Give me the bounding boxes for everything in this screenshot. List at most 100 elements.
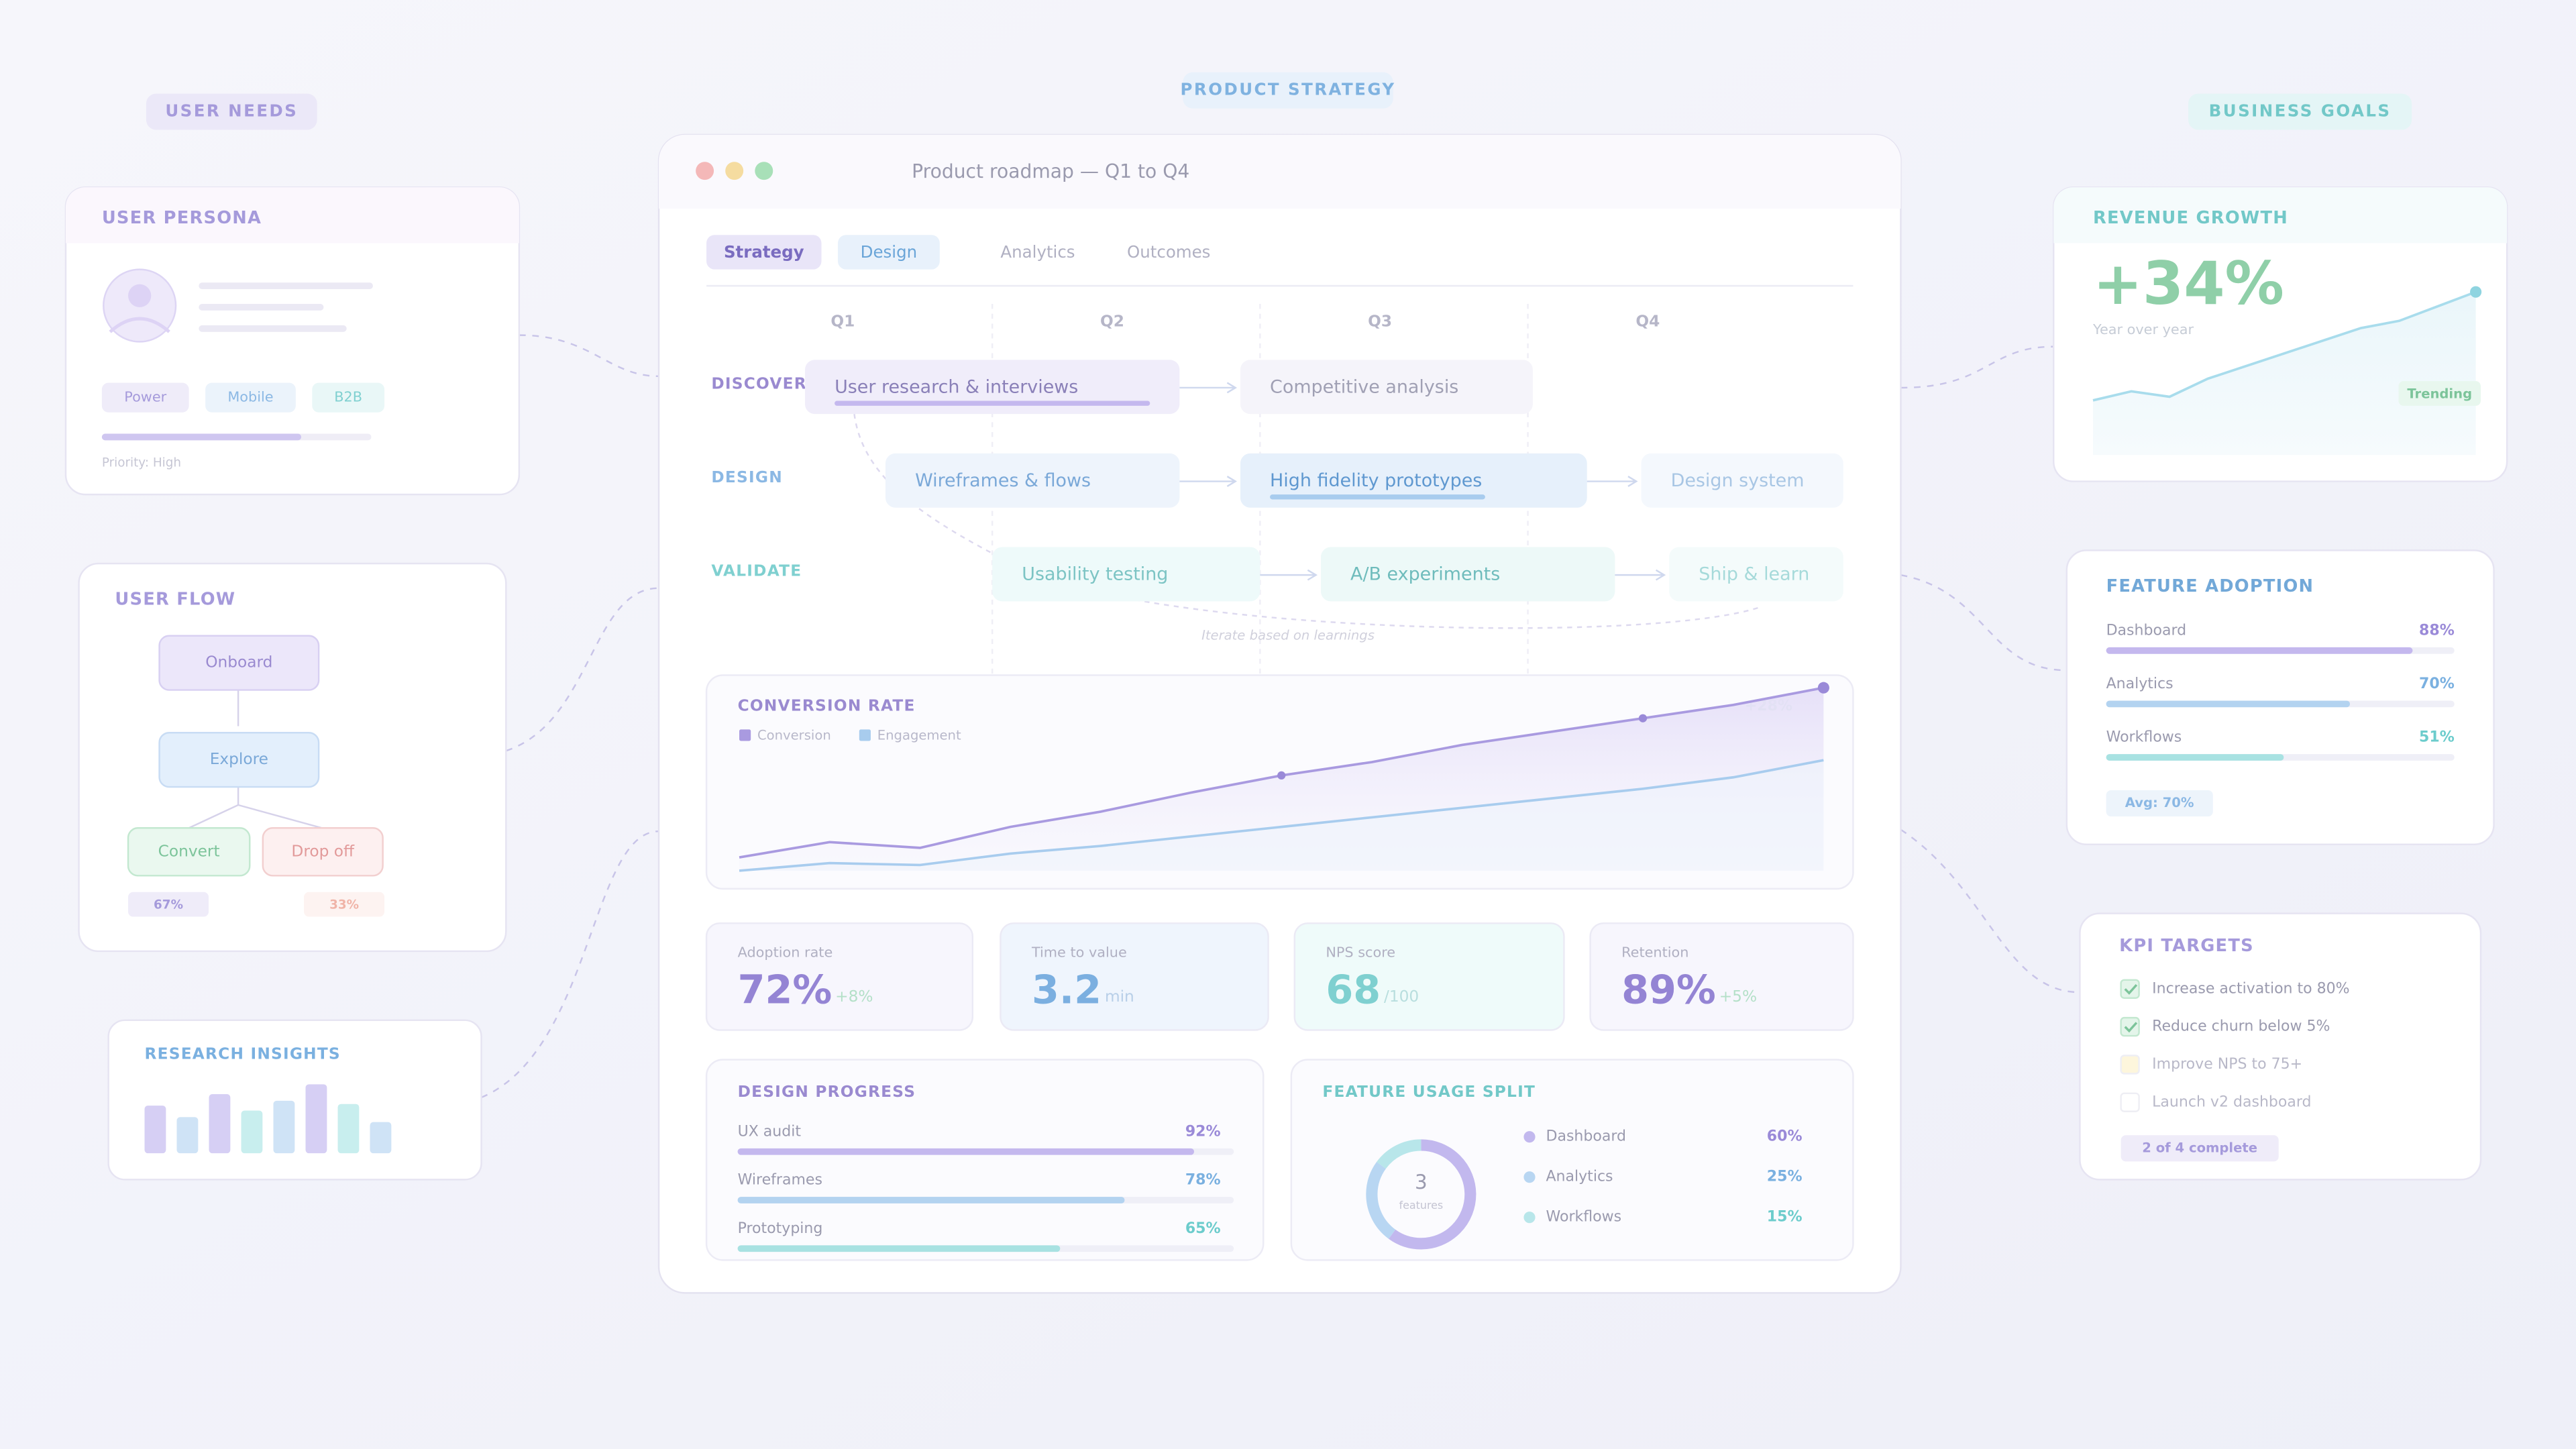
roadmap-item [1641,453,1843,508]
kpi-card [1293,922,1565,1031]
kpi-card [1000,922,1269,1031]
roadmap-item-label: Ship & learn [1699,564,1809,585]
roadmap-item [1320,547,1615,602]
section-label: PRODUCT STRATEGY [1181,80,1396,99]
adoption-value: 88% [2419,622,2455,639]
text-placeholder [199,325,347,332]
donut-caption: features [1399,1199,1444,1212]
adoption-card [2065,549,2495,845]
check [2124,1022,2138,1033]
iterate-note: Iterate based on learnings [1201,627,1375,643]
flow-node-label: Convert [158,842,220,860]
target-text: Improve NPS to 75+ [2152,1056,2302,1073]
progress-bar [737,1245,1061,1252]
rate-label: 67% [154,898,183,912]
legend-dot [1523,1171,1536,1183]
kpi-sub: min [1105,987,1134,1006]
section-pill [146,93,317,130]
rate-label: 33% [329,898,359,912]
usage-name: Dashboard [1546,1128,1626,1145]
window-title: Product roadmap — Q1 to Q4 [912,160,1189,182]
flow-node [127,827,251,877]
quarter-label: Q4 [1635,313,1660,331]
legend-swatch [739,729,751,741]
summary-label: 2 of 4 complete [2142,1140,2257,1155]
card-title: RESEARCH INSIGHTS [145,1045,341,1063]
section-pill [1183,72,1393,109]
connectors [481,334,2080,1099]
checkbox [2120,1016,2140,1037]
adoption-bar [2106,647,2413,654]
roadmap-item [1240,453,1587,508]
flow-node-label: Drop off [291,842,355,860]
badge-label: Trending [2407,386,2472,401]
usage-card [1290,1059,1854,1261]
window-dot [696,162,714,180]
checkbox [2120,1055,2140,1075]
research-card [107,1019,482,1181]
progress-value: 65% [1185,1220,1221,1237]
legend-label: Conversion [757,728,831,743]
spark-point [2470,286,2482,298]
donut-segment [1366,1139,1477,1250]
adoption-name: Analytics [2106,676,2174,692]
tab-label[interactable]: Analytics [1000,242,1075,262]
roadmap-item-label: Wireframes & flows [915,470,1091,491]
kpi-sub: +8% [835,987,873,1006]
window-dot [725,162,744,180]
tab-label[interactable]: Strategy [724,242,804,262]
section-pill [2188,93,2412,130]
flow-node-label: Onboard [205,653,272,672]
checkbox [2120,1092,2140,1112]
revenue-sub: Year over year [2092,321,2194,337]
usage-value: 15% [1767,1209,1803,1226]
quarter-label: Q2 [1100,313,1124,331]
avatar-body [109,317,170,333]
spark-area [2093,292,2476,455]
kpi-card [705,922,974,1031]
kpi-value: 89% [1621,966,1716,1012]
flow-edges [189,690,323,829]
bar [370,1122,392,1154]
tab-label[interactable]: Design [861,242,917,262]
window-dot [755,162,773,180]
legend-dot [1523,1212,1536,1224]
tag-label: Mobile [227,389,273,405]
roadmap-item-label: Usability testing [1022,564,1168,585]
lane-label: VALIDATE [711,562,802,580]
summary-pill [2121,1135,2279,1162]
usage-name: Analytics [1546,1169,1613,1185]
card-header [2053,187,2508,244]
card-title: USER FLOW [115,589,235,609]
flow-arrow [1260,569,1318,581]
flow-node [158,732,320,788]
adoption-name: Dashboard [2106,622,2187,639]
bar [337,1104,360,1154]
section-label: BUSINESS GOALS [2209,101,2392,121]
card-title: USER PERSONA [102,208,262,228]
lane-label: DISCOVERY [711,375,818,393]
item-progress [1270,494,1485,500]
flow-arrow [1179,382,1238,394]
bar [209,1094,231,1154]
rate-pill [304,892,385,917]
card-title: FEATURE ADOPTION [2106,576,2314,596]
tag [205,382,296,413]
tab-label[interactable]: Outcomes [1127,242,1210,262]
tab [706,235,822,270]
roadmap-item-label: Design system [1671,470,1805,491]
title-bar [659,134,1901,209]
bar [144,1106,166,1154]
bar [176,1117,199,1154]
progress-bar [737,1197,1125,1203]
usage-value: 25% [1767,1169,1803,1185]
kpi-sub: +5% [1719,987,1757,1006]
tag-label: Power [124,389,166,405]
line [739,759,1824,872]
target-text: Launch v2 dashboard [2152,1093,2311,1110]
progress-value: 92% [1185,1123,1221,1140]
quarter-label: Q3 [1368,313,1392,331]
roadmap-item [1240,360,1533,415]
flow-node-label: Explore [210,750,268,768]
